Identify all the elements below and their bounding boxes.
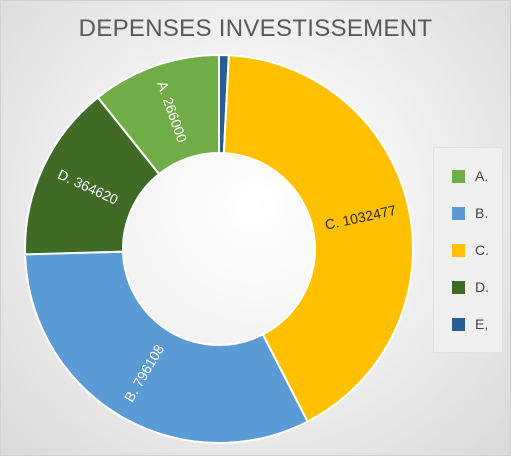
donut-slices xyxy=(24,53,414,444)
legend-label: E, xyxy=(475,316,489,332)
legend-swatch xyxy=(452,317,465,331)
legend-item-e: E, xyxy=(452,316,488,332)
legend: A. B. C. D. E, xyxy=(433,147,503,353)
legend-label: D. xyxy=(475,279,489,295)
legend-item-a: A. xyxy=(452,168,488,184)
chart-title: DEPENSES INVESTISSEMENT xyxy=(78,15,433,42)
legend-swatch xyxy=(452,206,465,220)
legend-swatch xyxy=(452,169,465,183)
legend-label: C. xyxy=(475,242,489,258)
legend-label: B. xyxy=(475,205,489,221)
legend-item-b: B. xyxy=(452,205,488,221)
slice-b xyxy=(24,250,309,444)
legend-swatch xyxy=(452,243,465,257)
slice-a xyxy=(96,53,220,176)
slice-c xyxy=(222,54,414,423)
slice-d xyxy=(24,96,161,256)
legend-item-c: C. xyxy=(452,242,489,258)
legend-label: A. xyxy=(475,168,489,184)
legend-swatch xyxy=(452,280,465,294)
legend-item-d: D. xyxy=(452,279,489,295)
